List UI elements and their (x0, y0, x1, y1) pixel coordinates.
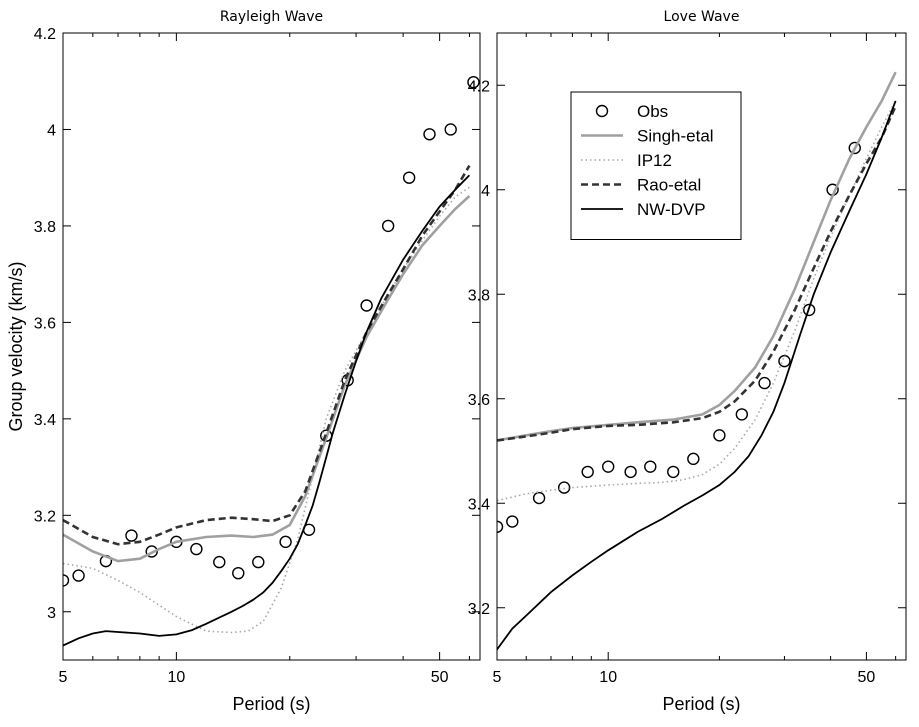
legend-label-nw-dvp: NW-DVP (637, 200, 706, 219)
rayleigh-y-tick-label: 3.8 (34, 219, 56, 236)
love-obs-point (713, 429, 726, 442)
love-obs-point (687, 452, 700, 466)
rayleigh-ip12-line (63, 186, 470, 634)
legend: Obs Singh-etal IP12 Rao-etal NW-DVP (570, 91, 742, 240)
rayleigh-axes-frame (62, 32, 481, 661)
love-y-tick-label: 3.2 (468, 601, 490, 618)
love-y-tick-label: 4.2 (468, 78, 490, 95)
love-singh-etal-line (497, 71, 897, 442)
legend-label-obs: Obs (637, 102, 668, 121)
love-y-tick-label: 3.8 (468, 287, 490, 304)
love-x-tick-label: 10 (599, 669, 617, 686)
love-y-tick-label: 3.6 (468, 392, 490, 409)
rayleigh-y-tick-label: 4.2 (34, 26, 56, 43)
rayleigh-y-tick-label: 3 (47, 605, 56, 622)
rayleigh-x-axis-label: Period (s) (232, 694, 310, 714)
love-panel: Love Wave 5 10 50 3.2 3.4 3.6 3.8 4 4.2 Period (s)… (468, 9, 907, 714)
rayleigh-obs-point (444, 123, 457, 136)
love-obs-point (758, 376, 771, 390)
rayleigh-panel: Rayleigh Wave 5 10 50 3 3.2 3.4 3.6 3.8 4 4.2 Perio… (6, 9, 481, 714)
rayleigh-y-tick-label: 3.2 (34, 508, 56, 525)
love-ip12-line (497, 100, 897, 502)
love-obs-point (581, 465, 594, 479)
rayleigh-obs-point (402, 171, 416, 184)
love-obs-point (532, 491, 546, 505)
rayleigh-obs-point (381, 219, 395, 233)
love-obs-point (802, 303, 816, 317)
love-plot-area (497, 71, 897, 651)
rayleigh-obs-point (63, 574, 70, 587)
love-obs-point (735, 408, 749, 421)
love-y-tick-label: 3.4 (468, 496, 490, 513)
rayleigh-chart-title: Rayleigh Wave (220, 9, 323, 25)
love-obs-point (497, 520, 504, 533)
love-obs-point (848, 141, 861, 155)
love-chart-title: Love Wave (664, 9, 740, 25)
love-nw-dvp-line (497, 100, 897, 651)
love-obs-point (601, 460, 615, 473)
rayleigh-obs-point (213, 555, 226, 569)
rayleigh-x-tick-label: 50 (431, 669, 449, 686)
rayleigh-y-tick-label: 3.6 (34, 315, 56, 332)
rayleigh-x-tick-label: 10 (167, 669, 185, 686)
love-x-axis-label: Period (s) (662, 694, 740, 714)
love-y-tick-label: 4 (481, 183, 490, 200)
rayleigh-obs-point (252, 555, 265, 569)
love-axes-frame (496, 32, 907, 661)
love-obs-point (557, 481, 571, 494)
rayleigh-obs-point (279, 535, 292, 549)
love-rao-etal-line (497, 105, 897, 442)
rayleigh-singh-etal-line (63, 195, 471, 563)
legend-label-ip12: IP12 (637, 151, 672, 170)
legend-label-rao-etal: Rao-etal (637, 176, 701, 195)
rayleigh-y-tick-label: 4 (47, 122, 56, 139)
love-obs-point (644, 460, 657, 473)
rayleigh-obs-point (360, 299, 373, 312)
rayleigh-x-tick-label: 5 (59, 669, 68, 686)
rayleigh-obs-point (423, 128, 436, 141)
rayleigh-y-tick-label: 3.4 (34, 412, 56, 429)
love-x-tick-label: 50 (857, 669, 875, 686)
rayleigh-obs-point (72, 569, 85, 582)
love-obs-point (506, 515, 519, 528)
rayleigh-obs-point (125, 529, 138, 542)
legend-swatch-obs (595, 104, 609, 118)
love-obs-point (778, 354, 791, 368)
rayleigh-nw-dvp-line (63, 174, 471, 647)
legend-label-singh-etal: Singh-etal (637, 127, 714, 146)
love-obs-point (667, 465, 680, 479)
rayleigh-obs-point (190, 542, 203, 556)
love-obs-point (624, 465, 637, 479)
rayleigh-y-axis-label: Group velocity (km/s) (6, 261, 26, 431)
rayleigh-obs-point (467, 75, 480, 89)
rayleigh-rao-etal-line (63, 164, 471, 546)
rayleigh-obs-point (232, 566, 245, 580)
rayleigh-plot-area (63, 75, 480, 647)
love-x-tick-label: 5 (493, 669, 502, 686)
